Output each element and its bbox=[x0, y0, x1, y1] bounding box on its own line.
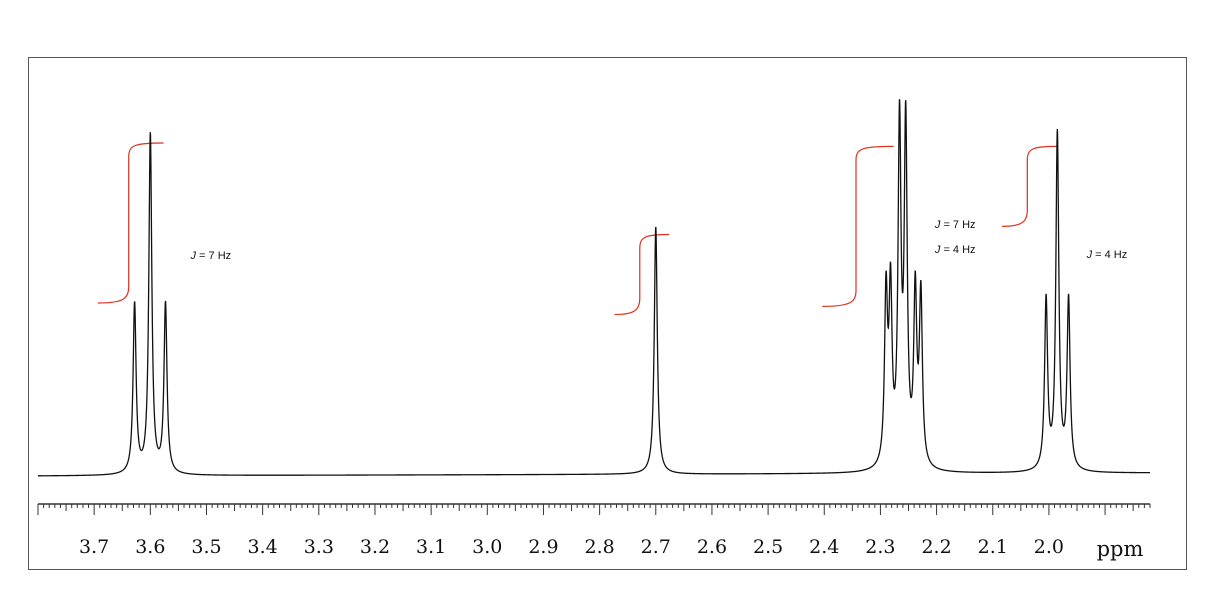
tick-label-3-0: 3.0 bbox=[472, 536, 502, 558]
peak-line-3-0 bbox=[1045, 302, 1047, 304]
peak-line-3-1 bbox=[1056, 136, 1058, 138]
peak-line-2-5 bbox=[920, 302, 922, 304]
tick-label-3-6: 3.6 bbox=[135, 536, 165, 558]
tick-label-3-4: 3.4 bbox=[248, 536, 278, 558]
tick-label-3-2: 3.2 bbox=[360, 536, 390, 558]
integral-curve-3 bbox=[1002, 145, 1057, 227]
peak-line-1-0 bbox=[655, 224, 657, 226]
peak-line-0-2 bbox=[164, 302, 166, 304]
tick-label-2-3: 2.3 bbox=[865, 536, 895, 558]
tick-label-2-0: 2.0 bbox=[1034, 536, 1064, 558]
tick-labels: 3.7 3.6 3.5 3.4 3.3 3.2 3.1 3.0 2.9 2.8 2.7 2.6 2.5 2… bbox=[79, 536, 1064, 558]
tick-label-3-3: 3.3 bbox=[304, 536, 334, 558]
integral-curve-1 bbox=[614, 233, 670, 316]
spectrum-layer bbox=[38, 99, 1150, 477]
peak-line-2-1 bbox=[889, 302, 891, 304]
peak-line-2-3 bbox=[905, 136, 907, 138]
peak-line-3-2 bbox=[1067, 302, 1069, 304]
coupling-constant-label: J = 4 Hz bbox=[1086, 249, 1128, 261]
tick-label-3-1: 3.1 bbox=[416, 536, 446, 558]
ppm-axis bbox=[37, 503, 1151, 515]
tick-label-2-8: 2.8 bbox=[585, 536, 615, 558]
tick-label-2-2: 2.2 bbox=[921, 536, 951, 558]
peak-line-0-1 bbox=[149, 133, 151, 135]
tick-label-3-7: 3.7 bbox=[79, 536, 109, 558]
coupling-annotations: J = 7 Hz J = 7 Hz J = 4 Hz J = 4 Hz bbox=[190, 219, 1128, 262]
axis-unit-label: ppm bbox=[1097, 537, 1144, 561]
spectrum-line bbox=[38, 99, 1150, 477]
tick-label-2-9: 2.9 bbox=[528, 536, 558, 558]
tick-label-2-7: 2.7 bbox=[641, 536, 671, 558]
peak-line-2-4 bbox=[914, 302, 916, 304]
coupling-constant-label: J = 7 Hz bbox=[190, 250, 232, 262]
coupling-constant-label: J = 4 Hz bbox=[934, 244, 976, 256]
coupling-constant-label: J = 7 Hz bbox=[934, 219, 976, 231]
integral-curve-2 bbox=[822, 145, 894, 307]
tick-label-3-5: 3.5 bbox=[191, 536, 221, 558]
peak-line-2-0 bbox=[885, 302, 887, 304]
tick-label-2-6: 2.6 bbox=[697, 536, 727, 558]
peak-line-0-0 bbox=[133, 302, 135, 304]
peak-line-2-2 bbox=[898, 136, 900, 138]
tick-label-2-5: 2.5 bbox=[753, 536, 783, 558]
plot-frame bbox=[28, 57, 1187, 570]
integral-curves bbox=[97, 142, 1057, 316]
tick-label-2-1: 2.1 bbox=[978, 536, 1008, 558]
tick-label-2-4: 2.4 bbox=[809, 536, 839, 558]
integral-curve-0 bbox=[97, 142, 164, 304]
